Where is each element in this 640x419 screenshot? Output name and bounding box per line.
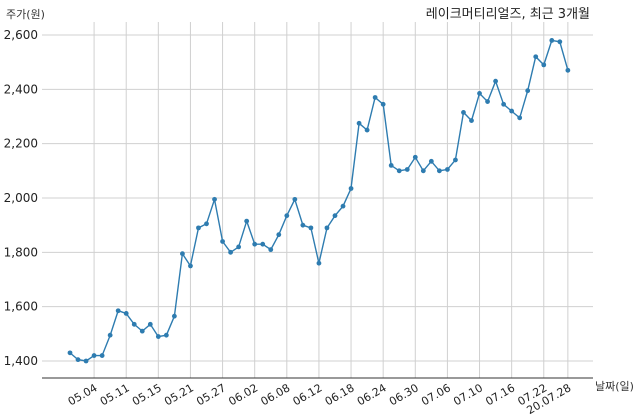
y-tick-label: 2,400 [4, 82, 38, 96]
y-tick-label: 1,600 [4, 300, 38, 314]
data-point [428, 158, 434, 164]
y-tick-label: 2,200 [4, 137, 38, 151]
data-point [67, 350, 73, 356]
data-point [163, 332, 169, 338]
data-point [171, 313, 177, 319]
data-point [356, 120, 362, 126]
data-point [115, 308, 121, 314]
data-point [509, 108, 515, 114]
x-tick-label: 07.16 [483, 381, 517, 408]
data-point [284, 213, 290, 219]
x-tick-label: 07.06 [419, 381, 453, 408]
data-point [517, 115, 523, 121]
data-point [228, 249, 234, 255]
data-point [485, 99, 490, 104]
y-tick-label: 2,000 [4, 191, 38, 205]
axis-layer: 1,400 1,600 1,800 2,000 2,200 2,400 2,600 05.04… [4, 28, 593, 417]
data-point [396, 168, 402, 174]
x-tick-label: 05.11 [98, 381, 132, 408]
x-tick-label: 06.18 [323, 381, 357, 408]
data-point [340, 203, 346, 209]
data-point [549, 38, 555, 43]
data-point [461, 110, 466, 115]
data-point [477, 91, 482, 96]
y-axis-label: 주가(원) [6, 8, 45, 21]
data-point [501, 101, 507, 107]
data-point [364, 127, 370, 133]
data-point [445, 167, 450, 172]
data-point [565, 67, 571, 73]
data-point [180, 251, 185, 257]
data-point [380, 101, 386, 107]
data-point [541, 62, 547, 68]
y-tick-label: 1,800 [4, 245, 38, 259]
data-point [244, 218, 250, 224]
data-point [388, 163, 394, 168]
data-point [453, 157, 458, 163]
data-point [204, 221, 209, 227]
data-point [91, 353, 97, 358]
data-point [188, 263, 193, 269]
data-point [220, 239, 225, 244]
x-tick-label: 05.27 [194, 381, 228, 408]
x-tick-label: 06.08 [259, 381, 293, 408]
data-point [260, 241, 266, 247]
x-tick-label: 05.15 [130, 381, 164, 408]
data-point [99, 353, 105, 358]
y-tick-label: 2,600 [4, 28, 38, 42]
data-point [268, 247, 274, 253]
data-point [525, 88, 531, 94]
data-point [404, 167, 410, 172]
data-point [372, 95, 378, 100]
data-point [332, 213, 338, 219]
data-point [83, 358, 89, 364]
data-point [212, 196, 217, 202]
data-point [131, 321, 137, 327]
x-tick-label: 07.10 [451, 381, 485, 408]
data-point [308, 225, 314, 231]
data-point [412, 154, 418, 160]
x-tick-label: 06.02 [226, 381, 260, 408]
data-point [123, 311, 129, 316]
data-point [276, 232, 282, 238]
data-point [139, 328, 145, 334]
data-point [75, 357, 81, 363]
data-point [155, 334, 161, 339]
x-tick-label: 06.30 [387, 381, 421, 408]
x-tick-label: 05.21 [162, 381, 196, 408]
data-point [252, 241, 258, 247]
data-point [420, 168, 426, 174]
x-axis-label: 날짜(일) [595, 379, 634, 393]
data-point [533, 54, 539, 60]
data-point [324, 225, 330, 231]
data-point [436, 168, 442, 174]
data-point [300, 222, 306, 228]
data-point [316, 260, 322, 266]
point-layer [67, 38, 571, 364]
data-point [493, 78, 498, 84]
x-tick-label: 06.12 [291, 381, 325, 408]
data-point [196, 225, 201, 231]
data-point [292, 196, 298, 202]
x-tick-label: 05.04 [66, 381, 100, 408]
x-tick-label: 06.24 [355, 381, 389, 408]
data-point [147, 321, 153, 327]
grid-layer [42, 22, 593, 378]
data-point [469, 118, 474, 123]
data-point [107, 332, 113, 338]
data-point [348, 186, 354, 191]
data-point [557, 39, 563, 45]
y-tick-label: 1,400 [4, 354, 38, 368]
chart-title: 레이크머티리얼즈, 최근 3개월 [426, 7, 590, 22]
data-point [236, 244, 242, 250]
